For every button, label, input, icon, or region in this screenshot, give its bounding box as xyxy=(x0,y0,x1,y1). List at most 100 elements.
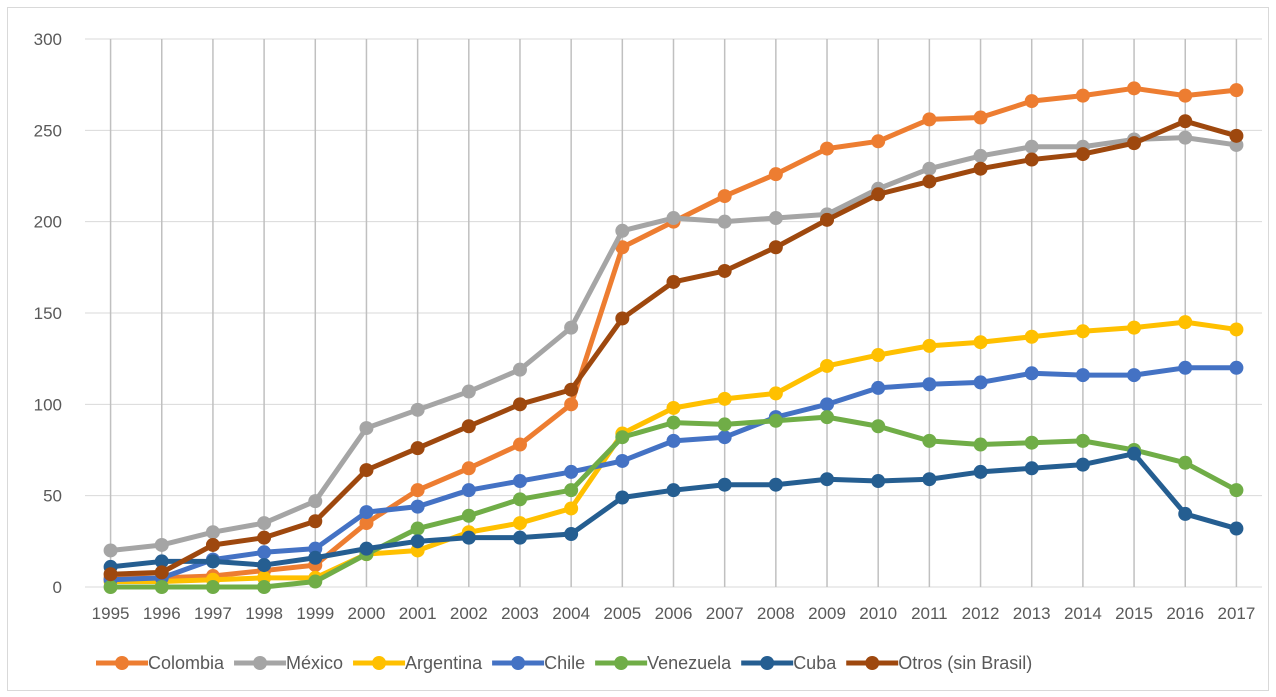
data-point xyxy=(512,397,527,412)
legend-item: Chile xyxy=(492,653,585,673)
data-point xyxy=(1229,521,1244,536)
data-point xyxy=(1229,128,1244,143)
x-tick-label: 1999 xyxy=(296,604,334,623)
data-point xyxy=(564,483,579,498)
x-tick-label: 2012 xyxy=(962,604,1000,623)
series-venezuela xyxy=(103,410,1244,594)
x-tick-label: 2006 xyxy=(655,604,693,623)
data-point xyxy=(717,189,732,204)
data-point xyxy=(308,550,323,565)
data-point xyxy=(615,223,630,238)
x-tick-label: 2008 xyxy=(757,604,795,623)
x-tick-label: 2013 xyxy=(1013,604,1051,623)
data-point xyxy=(1024,152,1039,167)
legend-label: Otros (sin Brasil) xyxy=(898,653,1032,673)
data-point xyxy=(615,311,630,326)
data-point xyxy=(512,437,527,452)
data-point xyxy=(564,464,579,479)
data-point xyxy=(615,430,630,445)
data-point xyxy=(1127,320,1142,335)
data-point xyxy=(410,534,425,549)
data-point xyxy=(666,433,681,448)
data-point xyxy=(973,110,988,125)
data-point xyxy=(1229,360,1244,375)
data-point xyxy=(768,386,783,401)
data-point xyxy=(359,421,374,436)
legend-label: Argentina xyxy=(405,653,483,673)
data-point xyxy=(871,419,886,434)
data-point xyxy=(205,537,220,552)
data-point xyxy=(820,472,835,487)
legend-swatch-marker xyxy=(253,656,268,670)
data-point xyxy=(512,474,527,489)
y-tick-label: 0 xyxy=(53,578,62,597)
x-tick-label: 2011 xyxy=(911,604,948,623)
data-point xyxy=(410,483,425,498)
x-tick-label: 2002 xyxy=(450,604,488,623)
legend-swatch-marker xyxy=(115,656,129,670)
data-point xyxy=(1075,457,1090,472)
data-point xyxy=(359,463,374,478)
data-point xyxy=(871,474,886,489)
data-point xyxy=(820,410,835,425)
x-tick-label: 2009 xyxy=(808,604,846,623)
data-point xyxy=(359,505,374,520)
data-point xyxy=(154,554,169,569)
data-point xyxy=(973,464,988,479)
y-tick-label: 200 xyxy=(34,213,62,232)
data-point xyxy=(512,362,527,377)
data-point xyxy=(1127,446,1142,461)
x-tick-label: 2007 xyxy=(706,604,744,623)
data-point xyxy=(103,543,118,558)
data-point xyxy=(257,530,272,545)
data-point xyxy=(973,437,988,452)
data-point xyxy=(564,501,579,516)
data-point xyxy=(922,161,937,176)
data-point xyxy=(461,419,476,434)
data-point xyxy=(717,391,732,406)
data-point xyxy=(1024,461,1039,476)
data-point xyxy=(308,514,323,529)
data-point xyxy=(1229,483,1244,498)
data-point xyxy=(768,240,783,255)
data-point xyxy=(205,554,220,569)
data-point xyxy=(768,477,783,492)
data-point xyxy=(1024,435,1039,450)
data-point xyxy=(717,430,732,445)
x-tick-label: 2004 xyxy=(552,604,590,623)
data-point xyxy=(666,274,681,289)
legend-item: Otros (sin Brasil) xyxy=(846,653,1032,673)
data-point xyxy=(103,567,118,582)
x-tick-label: 2016 xyxy=(1166,604,1204,623)
x-tick-label: 2003 xyxy=(501,604,539,623)
data-point xyxy=(308,574,323,589)
data-point xyxy=(871,187,886,202)
data-point xyxy=(717,477,732,492)
data-point xyxy=(461,508,476,523)
legend: Colombia México Argentina Chile Venezuela Cub… xyxy=(96,653,1032,673)
data-point xyxy=(1178,114,1193,129)
y-axis-ticks: 0 50 100 150 200 250 300 xyxy=(34,30,62,597)
data-point xyxy=(512,516,527,531)
gridlines xyxy=(85,38,1262,588)
data-point xyxy=(564,320,579,335)
legend-label: México xyxy=(286,653,343,673)
x-tick-label: 2017 xyxy=(1217,604,1255,623)
x-axis-ticks: 1995 1996 1997 1998 1999 2000 2001 2002 2003 2004… xyxy=(92,604,1256,623)
series-otros-sin-brasil xyxy=(103,114,1244,582)
legend-label: Colombia xyxy=(148,653,225,673)
y-tick-label: 300 xyxy=(34,30,62,49)
data-point xyxy=(359,516,374,531)
data-point xyxy=(1178,130,1193,145)
data-point xyxy=(359,541,374,556)
legend-item: Cuba xyxy=(741,653,837,673)
legend-item: México xyxy=(234,653,343,673)
series-m-xico xyxy=(103,130,1244,558)
data-point xyxy=(973,148,988,163)
data-point xyxy=(1127,136,1142,151)
data-point xyxy=(410,441,425,456)
x-tick-label: 1995 xyxy=(92,604,130,623)
data-point xyxy=(564,382,579,397)
data-point xyxy=(973,335,988,350)
data-point xyxy=(154,565,169,580)
